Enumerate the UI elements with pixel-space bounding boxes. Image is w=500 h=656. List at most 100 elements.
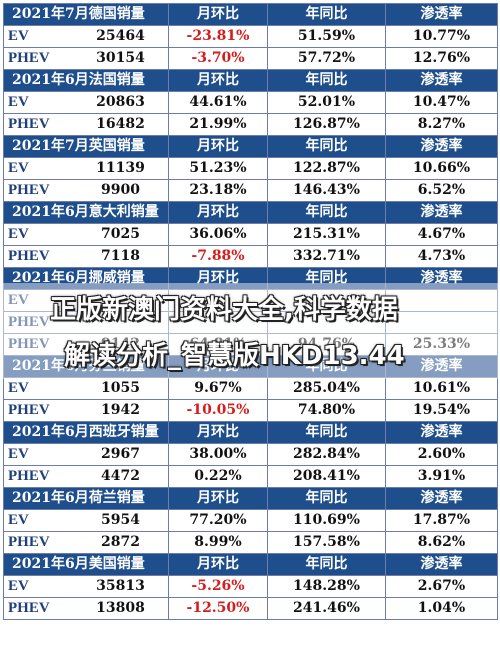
- header-title: 2021年7月英国销量: [3, 135, 169, 158]
- table-header-row: 2021年6月美国销量 月环比 年同比 渗透率: [3, 553, 498, 576]
- row-mom: -12.50%: [168, 597, 268, 620]
- row-penetration: [385, 289, 498, 312]
- header-title: 2021年6月西班牙销量: [3, 421, 169, 444]
- row-yoy: 110.69%: [267, 509, 386, 532]
- row-type-label: EV: [8, 160, 29, 176]
- row-mom: 23.18%: [168, 179, 268, 202]
- header-mom: 月环比: [168, 201, 268, 224]
- row-penetration: 17.87%: [385, 509, 498, 532]
- row-label-and-units: EV: [3, 289, 169, 312]
- header-yoy: 年同比: [267, 267, 386, 290]
- sales-table: 2021年7月德国销量 月环比 年同比 渗透率 EV 25464 -23.81% 51.59%…: [3, 3, 498, 620]
- table-row: PHEV 9142 64.81% 94.76% 25.33%: [3, 333, 498, 356]
- table-row: PHEV 13808 -12.50% 241.46% 1.04%: [3, 597, 498, 620]
- banner-line-2: 解读分析_智慧版HKD13.44: [64, 341, 405, 371]
- row-yoy: 146.43%: [267, 179, 386, 202]
- row-mom: 9.67%: [168, 377, 268, 400]
- row-type-label: PHEV: [8, 336, 50, 352]
- table-header-row: 2021年6月法国销量 月环比 年同比 渗透率: [3, 69, 498, 92]
- row-mom: 51.23%: [168, 157, 268, 180]
- row-label-and-units: PHEV 7118: [3, 245, 169, 268]
- header-title: 2021年6月意大利销量: [3, 201, 169, 224]
- table-header-row: 2021年7月英国销量 月环比 年同比 渗透率: [3, 135, 498, 158]
- row-label-and-units: EV 35813: [3, 575, 169, 598]
- row-type-label: EV: [8, 446, 29, 462]
- row-label-and-units: EV 11139: [3, 157, 169, 180]
- row-mom: 8.99%: [168, 531, 268, 554]
- row-label-and-units: EV 2967: [3, 443, 169, 466]
- row-type-label: PHEV: [8, 248, 50, 264]
- row-type-label: EV: [8, 28, 29, 44]
- row-type-label: PHEV: [8, 402, 50, 418]
- row-yoy: 215.31%: [267, 223, 386, 246]
- row-penetration: 3.91%: [385, 465, 498, 488]
- row-penetration: 25.33%: [385, 333, 498, 356]
- row-units: 7118: [101, 248, 140, 264]
- header-mom: 月环比: [168, 69, 268, 92]
- table-row: EV 11139 51.23% 122.87% 10.66%: [3, 157, 498, 180]
- row-label-and-units: EV 20863: [3, 91, 169, 114]
- header-title: 2021年6月挪威销量: [3, 267, 169, 290]
- header-penetration: 渗透率: [385, 201, 498, 224]
- row-units: 20863: [96, 94, 145, 110]
- row-penetration: [385, 311, 498, 334]
- row-units: 1942: [101, 402, 140, 418]
- header-yoy: 年同比: [267, 69, 386, 92]
- header-mom: 月环比: [168, 3, 268, 26]
- row-mom: -3.70%: [168, 47, 268, 70]
- table-header-row: 2021年6月荷兰销量 月环比 年同比 渗透率: [3, 487, 498, 510]
- header-yoy: 年同比: [267, 355, 386, 378]
- header-penetration: 渗透率: [385, 355, 498, 378]
- header-title: 2021年6月法国销量: [3, 69, 169, 92]
- row-penetration: 19.54%: [385, 399, 498, 422]
- header-mom: 月环比: [168, 267, 268, 290]
- header-penetration: 渗透率: [385, 487, 498, 510]
- row-mom: 0.22%: [168, 465, 268, 488]
- row-type-label: PHEV: [8, 50, 50, 66]
- row-mom: -23.81%: [168, 25, 268, 48]
- header-yoy: 年同比: [267, 487, 386, 510]
- row-mom: 77.20%: [168, 509, 268, 532]
- row-type-label: PHEV: [8, 468, 50, 484]
- row-type-label: EV: [8, 226, 29, 242]
- row-mom: 38.00%: [168, 443, 268, 466]
- header-penetration: 渗透率: [385, 135, 498, 158]
- watermark-banner: 正版新澳门资料大全,科学数据 解读分析_智慧版HKD13.44: [0, 283, 500, 379]
- row-units: 5954: [101, 512, 140, 528]
- row-penetration: 10.77%: [385, 25, 498, 48]
- row-penetration: 2.60%: [385, 443, 498, 466]
- table-row: EV 1055 9.67% 285.04% 10.61%: [3, 377, 498, 400]
- row-mom: 36.06%: [168, 223, 268, 246]
- row-penetration: 8.62%: [385, 531, 498, 554]
- table-row: EV 5954 77.20% 110.69% 17.87%: [3, 509, 498, 532]
- table-row: PHEV 16482 21.99% 126.87% 8.27%: [3, 113, 498, 136]
- table-row: PHEV 9900 23.18% 146.43% 6.52%: [3, 179, 498, 202]
- table-header-row: 2021年7月德国销量 月环比 年同比 渗透率: [3, 3, 498, 26]
- row-units: 2872: [101, 534, 140, 550]
- row-type-label: EV: [8, 380, 29, 396]
- banner-line-1: 正版新澳门资料大全,科学数据: [50, 295, 398, 325]
- table-header-row: 2021年6月挪威销量 月环比 年同比 渗透率: [3, 267, 498, 290]
- row-type-label: PHEV: [8, 116, 50, 132]
- row-mom: 21.99%: [168, 113, 268, 136]
- row-mom: -5.26%: [168, 575, 268, 598]
- row-yoy: 74.80%: [267, 399, 386, 422]
- header-title: 2021年6月芬兰销量: [3, 355, 169, 378]
- row-units: 11139: [96, 160, 145, 176]
- table-header-row: 2021年6月意大利销量 月环比 年同比 渗透率: [3, 201, 498, 224]
- table-header-row: 2021年6月芬兰销量 月环比 年同比 渗透率: [3, 355, 498, 378]
- header-mom: 月环比: [168, 135, 268, 158]
- row-yoy: 241.46%: [267, 597, 386, 620]
- header-yoy: 年同比: [267, 421, 386, 444]
- row-yoy: 126.87%: [267, 113, 386, 136]
- row-yoy: 208.41%: [267, 465, 386, 488]
- row-units: 1055: [101, 380, 140, 396]
- table-row: EV 7025 36.06% 215.31% 4.67%: [3, 223, 498, 246]
- header-yoy: 年同比: [267, 135, 386, 158]
- header-penetration: 渗透率: [385, 3, 498, 26]
- row-units: 2967: [101, 446, 140, 462]
- row-type-label: PHEV: [8, 314, 50, 330]
- row-units: 4472: [101, 468, 140, 484]
- row-label-and-units: EV 1055: [3, 377, 169, 400]
- header-mom: 月环比: [168, 355, 268, 378]
